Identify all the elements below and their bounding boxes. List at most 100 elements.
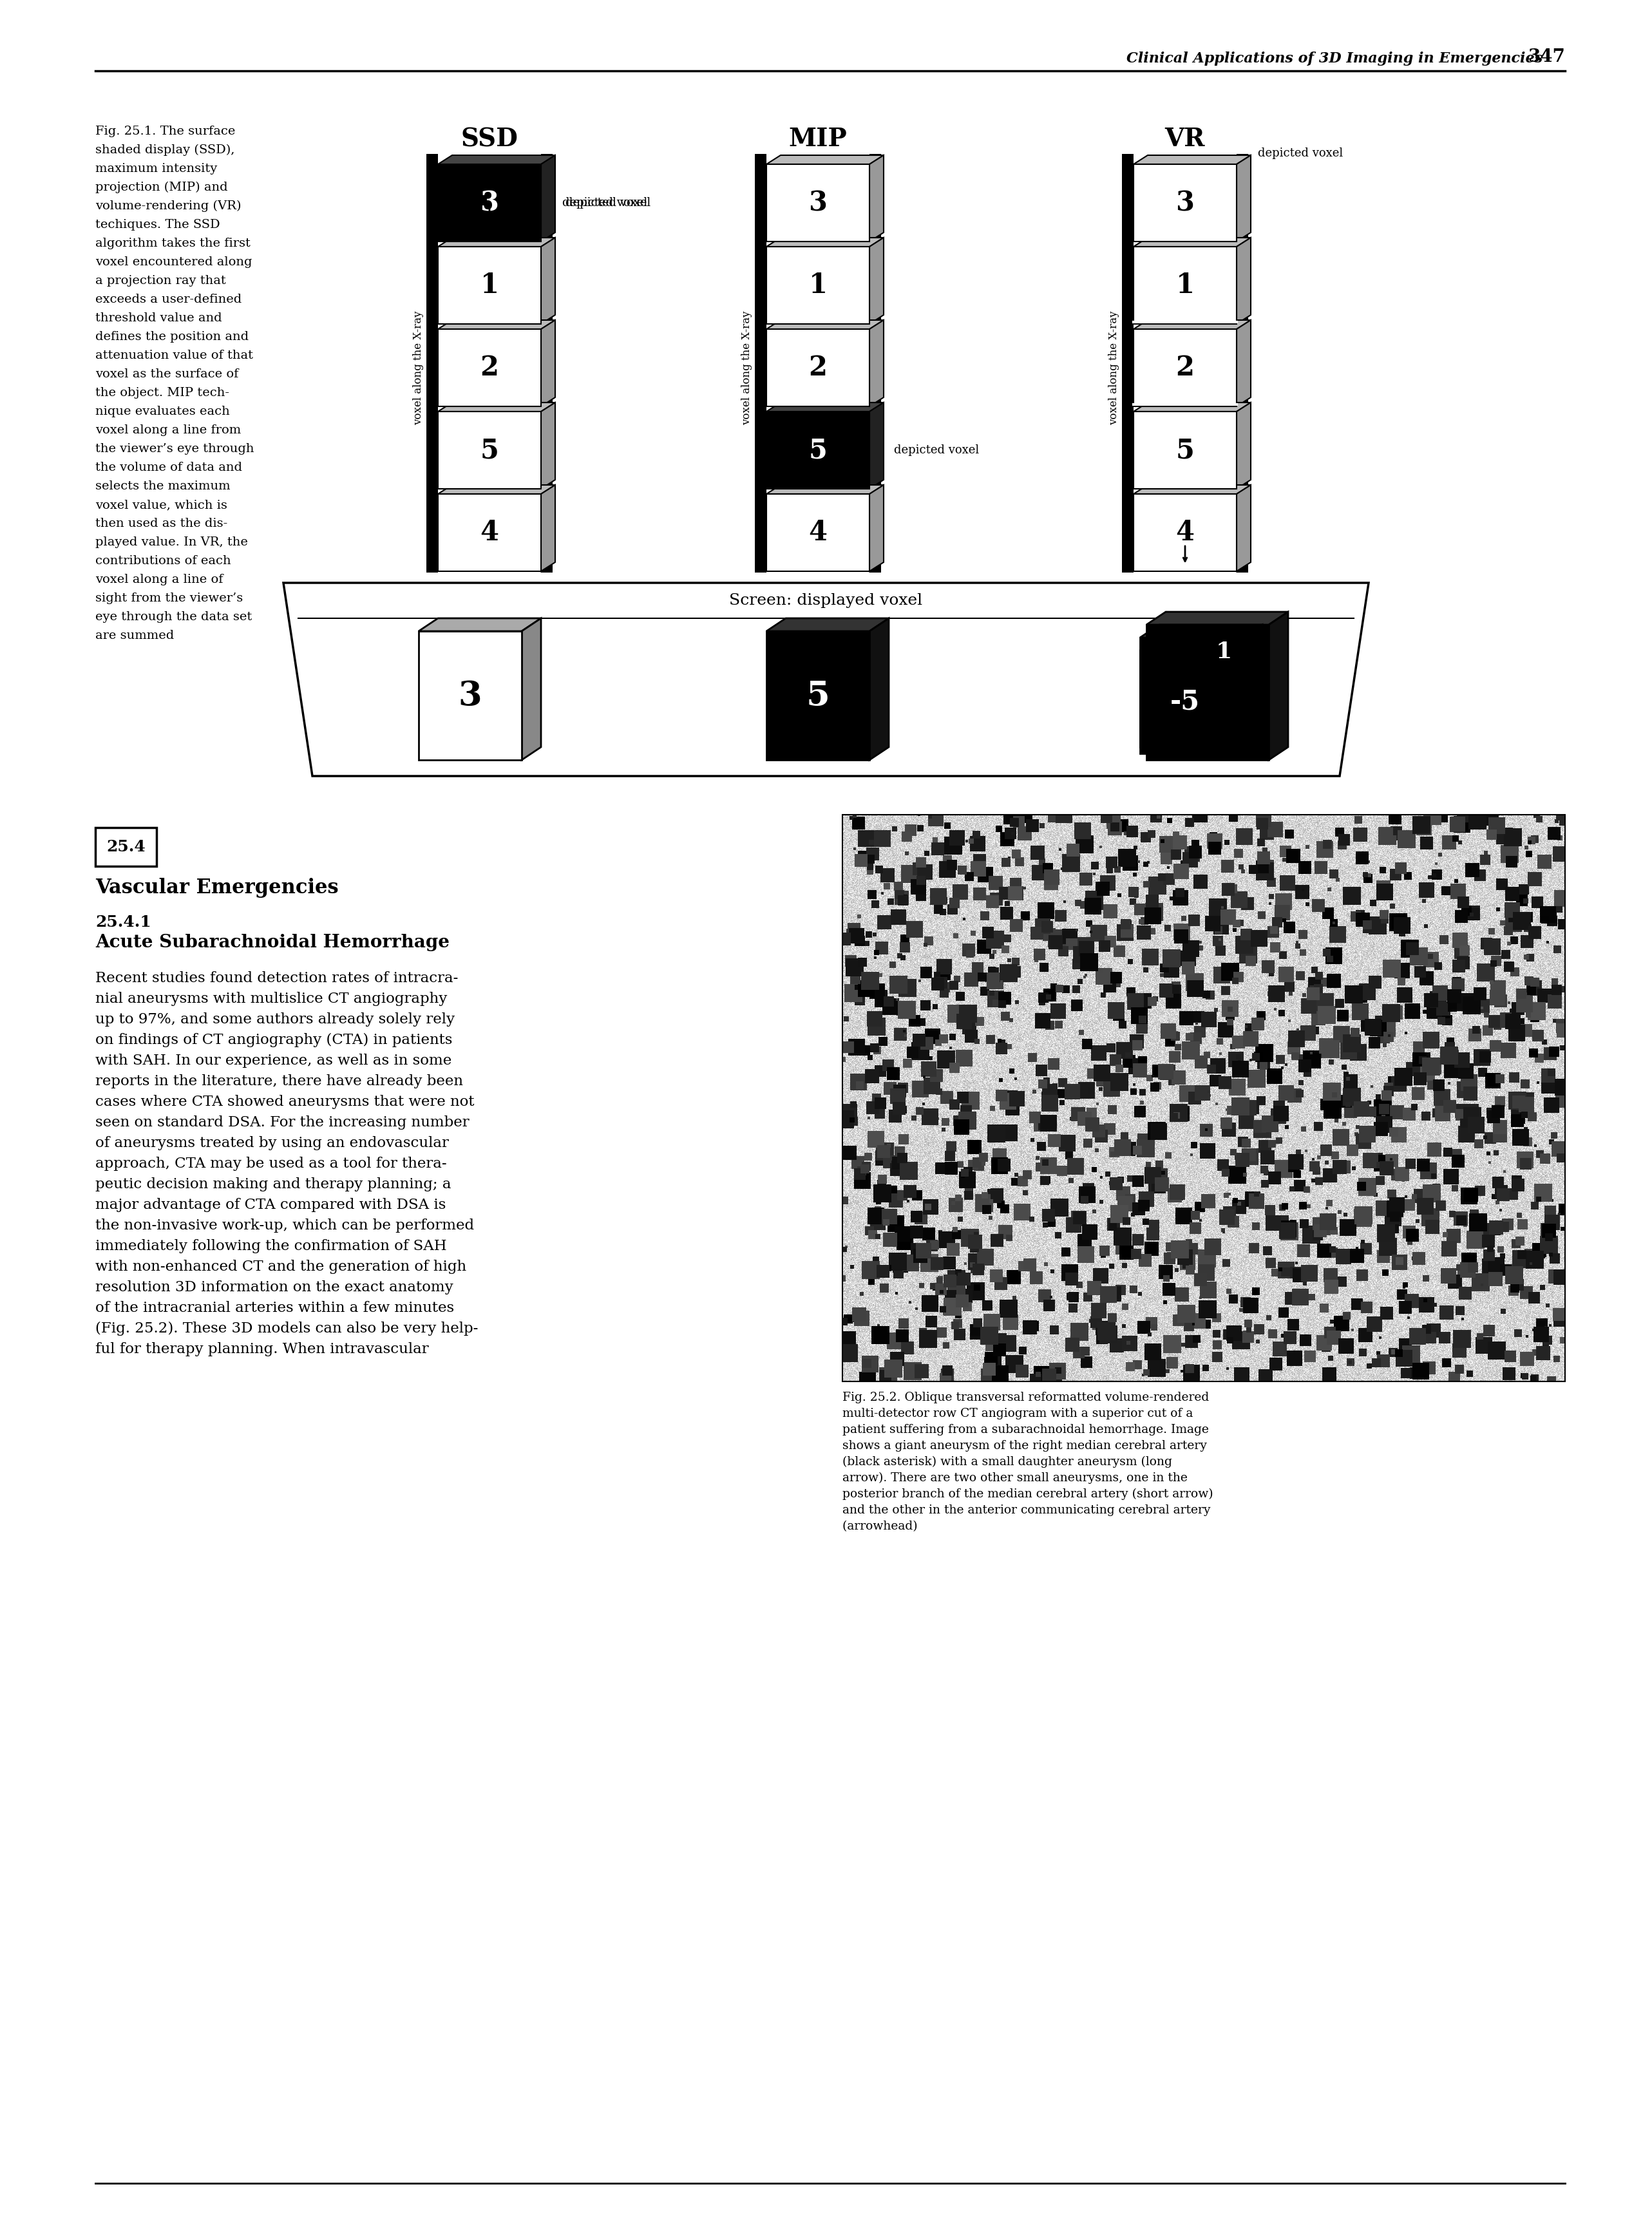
Polygon shape (540, 403, 555, 488)
Polygon shape (1237, 237, 1251, 325)
Text: algorithm takes the first: algorithm takes the first (96, 237, 251, 248)
Text: of aneurysms treated by using an endovascular: of aneurysms treated by using an endovas… (96, 1137, 449, 1150)
Bar (1237, 154, 1249, 573)
Text: 3: 3 (481, 190, 499, 217)
Text: (​black asterisk​) with a small daughter aneurysm (​long: (​black asterisk​) with a small daughter… (843, 1457, 1173, 1468)
Text: voxel encountered along: voxel encountered along (96, 257, 253, 269)
Text: the volume of data and: the volume of data and (96, 461, 243, 474)
Bar (1146, 624, 1269, 761)
Text: (​arrowhead​): (​arrowhead​) (843, 1520, 917, 1533)
Text: cases where CTA showed aneurysms that were not: cases where CTA showed aneurysms that we… (96, 1094, 474, 1110)
Polygon shape (418, 618, 540, 631)
Text: 4: 4 (808, 519, 828, 546)
Polygon shape (1242, 624, 1262, 754)
Text: 4: 4 (1176, 519, 1194, 546)
Bar (767, 163, 869, 242)
Bar (426, 154, 438, 573)
Polygon shape (522, 618, 540, 761)
Polygon shape (767, 154, 884, 163)
Text: voxel along a line from: voxel along a line from (96, 425, 241, 436)
Text: eye through the data set: eye through the data set (96, 611, 253, 622)
Text: voxel along a line of: voxel along a line of (96, 573, 223, 586)
Polygon shape (869, 154, 884, 242)
Polygon shape (1140, 645, 1227, 651)
Text: nial aneurysms with multislice CT angiography: nial aneurysms with multislice CT angiog… (96, 991, 448, 1005)
Polygon shape (1269, 611, 1289, 761)
Polygon shape (1237, 403, 1251, 488)
Polygon shape (1133, 403, 1251, 412)
Bar (1133, 412, 1237, 488)
Text: then used as the dis-: then used as the dis- (96, 517, 228, 530)
Bar (1122, 154, 1133, 573)
Text: 3: 3 (808, 190, 828, 217)
Polygon shape (869, 237, 884, 325)
Polygon shape (869, 320, 884, 407)
Text: Recent studies found detection rates of intracra-: Recent studies found detection rates of … (96, 971, 458, 985)
Text: Vascular Emergencies: Vascular Emergencies (96, 877, 339, 897)
Text: a projection ray that: a projection ray that (96, 275, 226, 286)
Polygon shape (1140, 624, 1262, 638)
Polygon shape (1133, 486, 1251, 495)
Bar (438, 495, 540, 571)
Text: depicted voxel: depicted voxel (562, 197, 648, 208)
Text: patient suffering from a subarachnoidal hemorrhage. Image: patient suffering from a subarachnoidal … (843, 1423, 1209, 1435)
Bar (869, 154, 881, 573)
Bar (418, 631, 522, 761)
Text: exceeds a user-defined: exceeds a user-defined (96, 293, 241, 304)
Bar (1133, 163, 1237, 242)
Bar (843, 815, 1564, 1381)
Text: 2: 2 (1176, 354, 1194, 380)
Text: 347: 347 (1528, 49, 1564, 65)
Text: (Fig. 25.2). These 3D models can also be very help-: (Fig. 25.2). These 3D models can also be… (96, 1323, 477, 1336)
Bar (1133, 329, 1237, 407)
Text: played value. In VR, the: played value. In VR, the (96, 537, 248, 548)
Text: voxel value, which is: voxel value, which is (96, 499, 228, 510)
Bar (767, 631, 869, 761)
Text: Fig. 25.2. Oblique transversal reformatted volume-rendered: Fig. 25.2. Oblique transversal reformatt… (843, 1392, 1209, 1403)
Text: voxel along the X-ray: voxel along the X-ray (413, 311, 425, 425)
Text: major advantage of CTA compared with DSA is: major advantage of CTA compared with DSA… (96, 1197, 446, 1213)
Text: posterior branch of the median cerebral artery (​short arrow​): posterior branch of the median cerebral … (843, 1488, 1213, 1499)
Bar (540, 154, 553, 573)
Polygon shape (438, 403, 555, 412)
Polygon shape (1133, 154, 1251, 163)
Text: and the other in the anterior communicating cerebral artery: and the other in the anterior communicat… (843, 1504, 1211, 1515)
Text: the viewer’s eye through: the viewer’s eye through (96, 443, 254, 454)
Polygon shape (438, 154, 555, 163)
Text: MIP: MIP (788, 128, 847, 152)
Text: Screen: displayed voxel: Screen: displayed voxel (729, 593, 923, 609)
Text: 5: 5 (481, 436, 499, 463)
Text: nique evaluates each: nique evaluates each (96, 405, 230, 416)
Bar (438, 163, 540, 242)
Text: voxel along the X-ray: voxel along the X-ray (1108, 311, 1120, 425)
Polygon shape (869, 486, 884, 571)
Text: up to 97%, and some authors already solely rely: up to 97%, and some authors already sole… (96, 1012, 454, 1027)
Bar (1140, 638, 1242, 754)
Text: volume-rendering (VR): volume-rendering (VR) (96, 199, 241, 213)
Text: 25.4: 25.4 (106, 839, 145, 855)
Text: VR: VR (1165, 128, 1206, 152)
Text: depicted voxel: depicted voxel (1257, 148, 1343, 159)
Polygon shape (1133, 320, 1251, 329)
Text: arrow​). There are two other small aneurysms, one in the: arrow​). There are two other small aneur… (843, 1473, 1188, 1484)
Text: shows a giant aneurysm of the right median cerebral artery: shows a giant aneurysm of the right medi… (843, 1439, 1208, 1452)
Text: contributions of each: contributions of each (96, 555, 231, 566)
Text: depicted voxel: depicted voxel (565, 197, 651, 208)
Text: sight from the viewer’s: sight from the viewer’s (96, 593, 243, 604)
Text: techiques. The SSD: techiques. The SSD (96, 219, 220, 231)
Polygon shape (540, 154, 555, 242)
Polygon shape (1237, 486, 1251, 571)
Text: 5: 5 (806, 678, 829, 712)
Polygon shape (1218, 645, 1227, 747)
Polygon shape (869, 403, 884, 488)
Text: immediately following the confirmation of SAH: immediately following the confirmation o… (96, 1240, 446, 1253)
Text: shaded display (SSD),: shaded display (SSD), (96, 143, 235, 157)
Text: the object. MIP tech-: the object. MIP tech- (96, 387, 230, 398)
Text: maximum intensity: maximum intensity (96, 163, 216, 175)
Text: 3: 3 (458, 678, 482, 712)
Polygon shape (438, 320, 555, 329)
Text: 3: 3 (1176, 190, 1194, 217)
Text: SSD: SSD (461, 128, 519, 152)
Polygon shape (438, 237, 555, 246)
Text: approach, CTA may be used as a tool for thera-: approach, CTA may be used as a tool for … (96, 1157, 446, 1170)
